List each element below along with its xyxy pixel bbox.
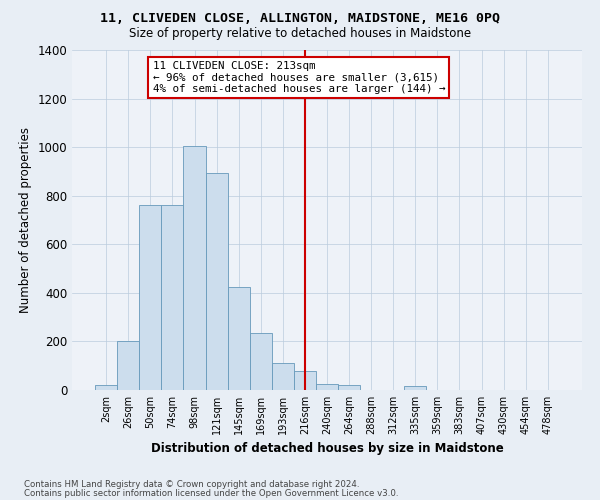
Bar (338, 385, 360, 390)
Bar (272, 364, 294, 390)
Text: Contains HM Land Registry data © Crown copyright and database right 2024.: Contains HM Land Registry data © Crown c… (24, 480, 359, 489)
Text: Contains public sector information licensed under the Open Government Licence v3: Contains public sector information licen… (24, 489, 398, 498)
Bar (404, 386, 427, 390)
Bar (117, 342, 139, 390)
Bar (206, 172, 227, 390)
Y-axis label: Number of detached properties: Number of detached properties (19, 127, 32, 313)
Bar (139, 206, 161, 390)
Text: Size of property relative to detached houses in Maidstone: Size of property relative to detached ho… (129, 28, 471, 40)
Bar (227, 287, 250, 390)
Bar (250, 333, 272, 390)
Bar (161, 206, 184, 390)
Bar (316, 384, 338, 390)
Text: 11 CLIVEDEN CLOSE: 213sqm
← 96% of detached houses are smaller (3,615)
4% of sem: 11 CLIVEDEN CLOSE: 213sqm ← 96% of detac… (152, 61, 445, 94)
Bar (294, 370, 316, 390)
Text: 11, CLIVEDEN CLOSE, ALLINGTON, MAIDSTONE, ME16 0PQ: 11, CLIVEDEN CLOSE, ALLINGTON, MAIDSTONE… (100, 12, 500, 26)
Bar (184, 146, 206, 390)
Bar (95, 385, 117, 390)
X-axis label: Distribution of detached houses by size in Maidstone: Distribution of detached houses by size … (151, 442, 503, 456)
